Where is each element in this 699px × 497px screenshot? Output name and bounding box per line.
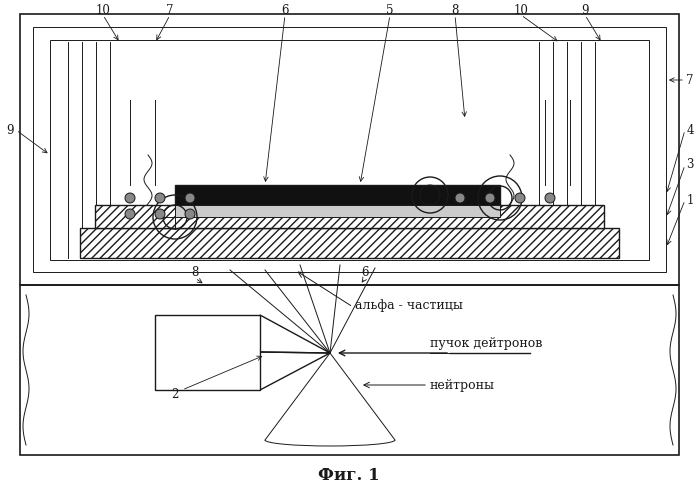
Bar: [20, 14, 679, 285]
Circle shape: [185, 209, 195, 219]
Text: Фиг. 1: Фиг. 1: [318, 467, 380, 484]
Bar: [20, 285, 679, 455]
Circle shape: [155, 209, 165, 219]
Text: 8: 8: [452, 3, 459, 16]
Bar: [33, 27, 666, 272]
Circle shape: [515, 193, 525, 203]
Text: пучок дейтронов: пучок дейтронов: [430, 336, 542, 349]
Text: 2: 2: [171, 389, 179, 402]
Text: 5: 5: [387, 3, 394, 16]
Text: 9: 9: [6, 123, 14, 137]
Text: 10: 10: [514, 3, 528, 16]
Text: 6: 6: [361, 266, 369, 279]
Bar: [95, 205, 604, 228]
Text: 7: 7: [686, 74, 693, 86]
Text: 3: 3: [686, 159, 693, 171]
Text: 6: 6: [281, 3, 289, 16]
Circle shape: [185, 193, 195, 203]
Text: 7: 7: [166, 3, 174, 16]
Circle shape: [125, 209, 135, 219]
Bar: [175, 185, 500, 205]
Bar: [50, 40, 649, 260]
Circle shape: [125, 193, 135, 203]
Circle shape: [545, 193, 555, 203]
Bar: [175, 205, 500, 217]
Bar: [80, 228, 619, 258]
Circle shape: [155, 193, 165, 203]
Text: 10: 10: [96, 3, 110, 16]
Text: 8: 8: [192, 266, 199, 279]
Text: 4: 4: [686, 123, 693, 137]
Text: 1: 1: [686, 193, 693, 206]
Text: нейтроны: нейтроны: [430, 379, 495, 392]
Text: 9: 9: [582, 3, 589, 16]
Bar: [155, 315, 260, 390]
Text: альфа - частицы: альфа - частицы: [355, 299, 463, 312]
Circle shape: [455, 193, 465, 203]
Circle shape: [485, 193, 495, 203]
